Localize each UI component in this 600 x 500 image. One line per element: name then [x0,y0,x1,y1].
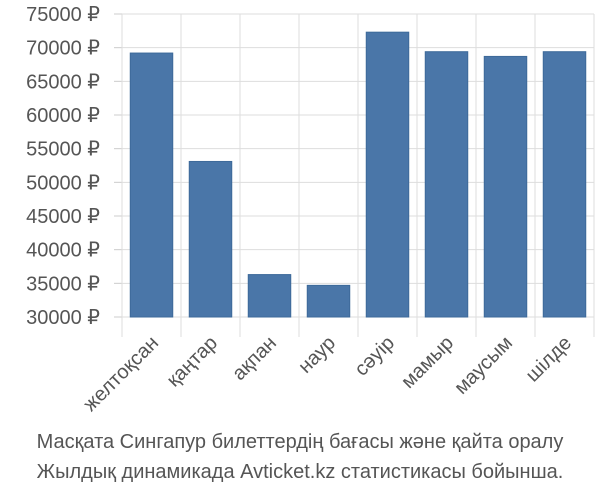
bar [365,31,410,318]
y-tick-label: 55000 ₽ [26,139,100,161]
bar [483,55,528,318]
bar [129,52,174,318]
y-tick-label: 50000 ₽ [26,172,100,194]
x-category-label: мамыр [397,332,458,393]
bar-chart: 30000 ₽ 35000 ₽ 40000 ₽ 45000 ₽ 50000 ₽ 55000… [26,4,595,416]
x-axis-category-labels: желтоқсан қаңтар ақпан наур сәуірмамырмаусым… [79,332,576,416]
y-tick-label: 75000 ₽ [26,4,100,26]
y-tick-label: 60000 ₽ [26,105,100,127]
x-category-label: сәуір [350,332,399,381]
y-axis-tick-labels: 30000 ₽ 35000 ₽ 40000 ₽ 45000 ₽ 50000 ₽ 55000… [26,4,100,329]
x-category-label: желтоқсан [79,332,163,416]
bar [247,274,292,318]
chart-caption-line-1: Масқата Сингапур билеттердің бағасы және… [36,431,564,453]
y-tick-label: 70000 ₽ [26,38,100,60]
y-tick-label: 30000 ₽ [26,307,100,329]
x-category-label: ақпан [228,332,281,385]
bar [424,51,469,318]
x-category-label: қаңтар [163,332,222,391]
bar [306,284,351,318]
y-tick-label: 40000 ₽ [26,240,100,262]
y-tick-label: 35000 ₽ [26,273,100,295]
y-tick-label: 65000 ₽ [26,71,100,93]
bar [542,51,587,318]
bars [129,31,587,318]
bar [188,160,233,318]
x-category-label: шілде [522,332,576,386]
y-tick-label: 45000 ₽ [26,206,100,228]
x-category-label: маусым [450,332,517,399]
chart-caption-line-2: Жылдық динамикада Avticket.kz статистика… [36,461,564,483]
x-category-label: наур [294,332,340,378]
